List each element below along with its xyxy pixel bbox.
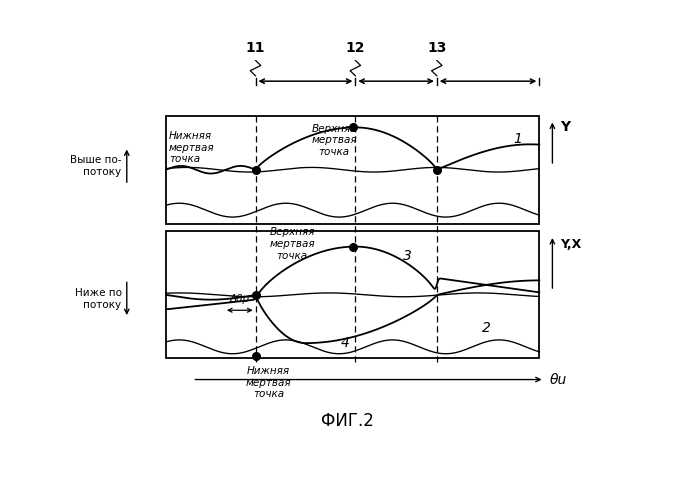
Text: Y,X: Y,X (560, 238, 582, 252)
Text: 11: 11 (245, 40, 265, 54)
Text: Нижняя
мертвая
точка: Нижняя мертвая точка (246, 366, 292, 400)
Text: Ниже по
потоку: Ниже по потоку (75, 288, 121, 310)
Text: 1: 1 (514, 132, 523, 146)
Text: Верхняя
мертвая
точка: Верхняя мертвая точка (269, 228, 315, 260)
Text: 4: 4 (340, 336, 349, 350)
Text: Y: Y (560, 120, 570, 134)
Text: Верхняя
мертвая
точка: Верхняя мертвая точка (311, 124, 357, 156)
Text: 3: 3 (403, 250, 412, 264)
Text: θu: θu (550, 372, 567, 386)
Text: Δθp: Δθp (230, 294, 250, 304)
Text: Нижняя
мертвая
точка: Нижняя мертвая точка (169, 131, 214, 164)
Text: 2: 2 (482, 320, 491, 334)
Text: ФИГ.2: ФИГ.2 (321, 412, 374, 430)
Text: Выше по-
потоку: Выше по- потоку (70, 155, 121, 176)
Text: 13: 13 (427, 40, 447, 54)
Text: 12: 12 (346, 40, 365, 54)
